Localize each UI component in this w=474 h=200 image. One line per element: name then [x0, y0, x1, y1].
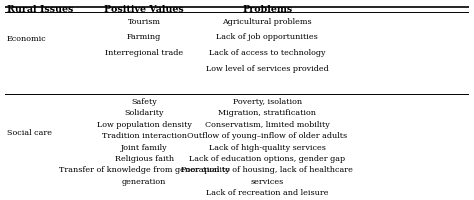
Text: Agricultural problems: Agricultural problems	[222, 18, 312, 26]
Text: Farming: Farming	[127, 33, 161, 41]
Text: Positive Values: Positive Values	[104, 5, 184, 14]
Text: Outflow of young–inflow of older adults: Outflow of young–inflow of older adults	[187, 132, 347, 140]
Text: Lack of access to technology: Lack of access to technology	[209, 49, 326, 57]
Text: Economic: Economic	[7, 35, 47, 43]
Text: Transfer of knowledge from generation to: Transfer of knowledge from generation to	[59, 166, 229, 174]
Text: Safety: Safety	[131, 98, 157, 106]
Text: Poverty, isolation: Poverty, isolation	[233, 98, 302, 106]
Text: Tradition interaction: Tradition interaction	[101, 132, 187, 140]
Text: Religious faith: Religious faith	[115, 155, 173, 163]
Text: Tourism: Tourism	[128, 18, 161, 26]
Text: Lack of education options, gender gap: Lack of education options, gender gap	[189, 155, 345, 163]
Text: Lack of job opportunities: Lack of job opportunities	[216, 33, 318, 41]
Text: Conservatism, limited mobility: Conservatism, limited mobility	[205, 121, 329, 129]
Text: Rural Issues: Rural Issues	[7, 5, 73, 14]
Text: Social care: Social care	[7, 129, 52, 137]
Text: Low level of services provided: Low level of services provided	[206, 65, 328, 73]
Text: Interregional trade: Interregional trade	[105, 49, 183, 57]
Text: Poor quality of housing, lack of healthcare: Poor quality of housing, lack of healthc…	[181, 166, 353, 174]
Text: Migration, stratification: Migration, stratification	[218, 109, 316, 117]
Text: Low population density: Low population density	[97, 121, 191, 129]
Text: services: services	[251, 178, 284, 186]
Text: Joint family: Joint family	[121, 144, 167, 152]
Text: Solidarity: Solidarity	[124, 109, 164, 117]
Text: generation: generation	[122, 178, 166, 186]
Text: Lack of recreation and leisure: Lack of recreation and leisure	[206, 189, 328, 197]
Text: Lack of high-quality services: Lack of high-quality services	[209, 144, 326, 152]
Text: Problems: Problems	[242, 5, 292, 14]
